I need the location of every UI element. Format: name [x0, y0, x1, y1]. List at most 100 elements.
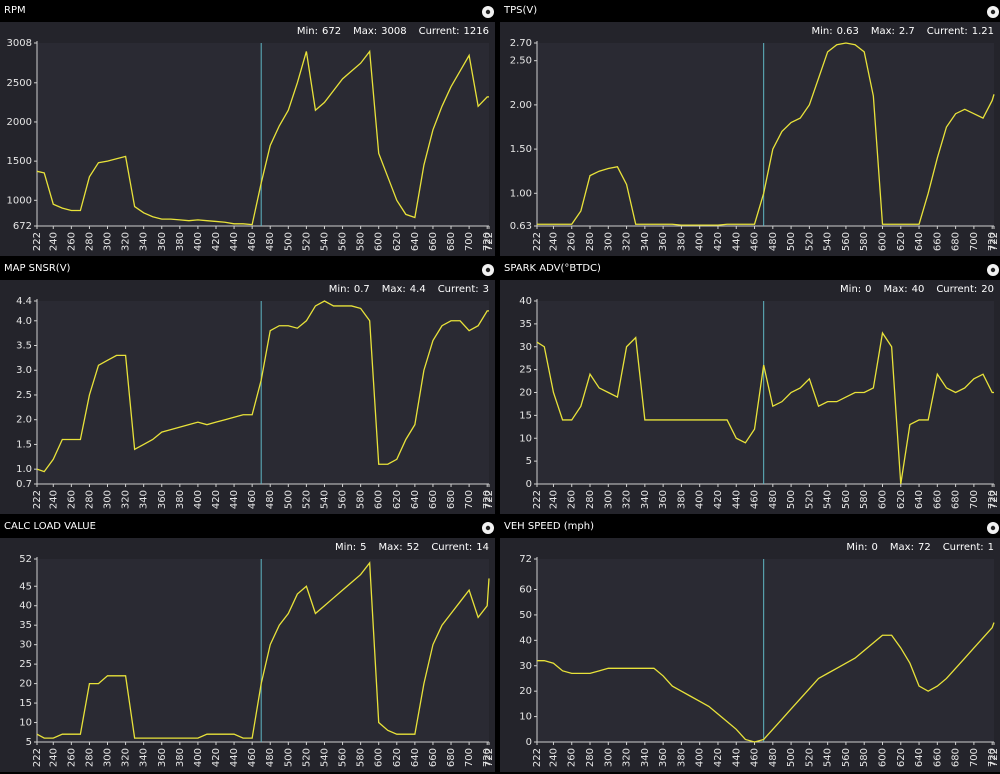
y-tick-label: 40 [519, 635, 532, 646]
stat-value: 52 [407, 542, 420, 553]
chart-panel: SPARK ADV(°BTDC) Min: 0 Max: 40 Current: 20 0 5 1… [500, 263, 1000, 514]
y-tick-label: 5 [26, 737, 32, 748]
chart-panel: MAP SNSR(V) Min: 0.7 Max: 4.4 Current: 3 0.7 1.0… [0, 263, 495, 514]
x-tick-label: 320 [622, 490, 633, 509]
x-tick-label: 280 [585, 232, 596, 251]
x-tick-label: 520 [804, 748, 815, 767]
y-tick-label: 5 [526, 456, 532, 467]
y-tick-label: 2.00 [510, 100, 532, 111]
x-tick-label: 480 [768, 232, 779, 251]
x-tick-label: 320 [622, 232, 633, 251]
x-tick-label: 580 [356, 490, 367, 509]
y-tick-label: 0 [526, 479, 532, 490]
y-tick-label: 45 [19, 581, 32, 592]
settings-button-dot [485, 267, 491, 273]
x-tick-label: 280 [84, 490, 95, 509]
y-tick-label: 1000 [7, 195, 32, 206]
x-tick-label: 600 [877, 232, 888, 251]
x-tick-label: 540 [319, 232, 330, 251]
y-tick-label: 72 [519, 554, 532, 565]
x-tick-label: 722 [484, 490, 495, 509]
x-tick-label: 620 [896, 490, 907, 509]
chart-title: MAP SNSR(V) [4, 263, 71, 274]
y-tick-label: 15 [19, 698, 32, 709]
stat-label: Max: [871, 26, 895, 37]
x-tick-label: 400 [695, 232, 706, 251]
x-tick-label: 500 [283, 748, 294, 767]
stat-label: Max: [382, 284, 406, 295]
x-tick-label: 680 [446, 748, 457, 767]
stat-value: 40 [912, 284, 925, 295]
y-tick-label: 10 [519, 433, 532, 444]
y-tick-label: 20 [519, 686, 532, 697]
x-tick-label: 520 [301, 748, 312, 767]
x-tick-label: 340 [139, 748, 150, 767]
x-tick-label: 480 [265, 748, 276, 767]
y-tick-label: 0 [526, 737, 532, 748]
x-tick-label: 460 [247, 748, 258, 767]
x-tick-label: 240 [548, 490, 559, 509]
x-tick-label: 520 [301, 490, 312, 509]
x-tick-label: 280 [585, 748, 596, 767]
x-tick-label: 500 [786, 748, 797, 767]
x-tick-label: 222 [32, 232, 43, 251]
stat-label: Current: [438, 284, 479, 295]
data-line [36, 49, 489, 226]
x-tick-label: 260 [567, 748, 578, 767]
x-tick-label: 620 [392, 490, 403, 509]
x-tick-label: 300 [603, 748, 614, 767]
y-tick-label: 20 [19, 679, 32, 690]
x-tick-label: 240 [48, 748, 59, 767]
x-tick-label: 500 [786, 232, 797, 251]
x-tick-label: 640 [410, 490, 421, 509]
y-tick-label: 35 [19, 620, 32, 631]
stat-value: 14 [476, 542, 489, 553]
x-tick-label: 420 [713, 748, 724, 767]
stat-value: 5 [360, 542, 366, 553]
x-tick-label: 620 [392, 232, 403, 251]
chart-panel: CALC LOAD VALUE Min: 5 Max: 52 Current: 14 5 10 1… [0, 521, 495, 772]
x-tick-label: 340 [139, 490, 150, 509]
x-tick-label: 640 [914, 748, 925, 767]
x-tick-label: 640 [410, 748, 421, 767]
x-tick-label: 340 [640, 490, 651, 509]
x-tick-label: 340 [139, 232, 150, 251]
x-tick-label: 540 [823, 490, 834, 509]
stat-label: Min: [840, 284, 861, 295]
x-tick-label: 340 [640, 232, 651, 251]
x-tick-label: 720 [987, 232, 998, 251]
x-tick-label: 222 [32, 490, 43, 509]
y-tick-label: 0.63 [510, 221, 532, 232]
x-tick-label: 720 [482, 232, 493, 251]
settings-button-dot [485, 9, 491, 15]
y-tick-label: 25 [519, 365, 532, 376]
y-tick-label: 2500 [7, 78, 32, 89]
stat-value: 1 [988, 542, 994, 553]
stat-value: 0 [872, 542, 878, 553]
x-tick-label: 440 [731, 748, 742, 767]
x-tick-label: 560 [338, 232, 349, 251]
plot-area [537, 301, 994, 484]
x-tick-label: 640 [410, 232, 421, 251]
x-tick-label: 700 [464, 490, 475, 509]
y-tick-label: 3.5 [16, 341, 32, 352]
stat-label: Min: [297, 26, 318, 37]
stat-value: 72 [918, 542, 931, 553]
x-tick-label: 680 [951, 232, 962, 251]
x-tick-label: 380 [676, 748, 687, 767]
x-tick-label: 560 [841, 232, 852, 251]
x-tick-label: 720 [482, 748, 493, 767]
x-tick-label: 580 [859, 748, 870, 767]
x-tick-label: 260 [567, 232, 578, 251]
y-tick-label: 2.50 [510, 56, 532, 67]
y-tick-label: 2.0 [16, 415, 32, 426]
x-tick-label: 560 [338, 490, 349, 509]
x-tick-label: 720 [987, 748, 998, 767]
x-tick-label: 360 [658, 748, 669, 767]
x-tick-label: 420 [211, 232, 222, 251]
y-tick-label: 672 [13, 221, 32, 232]
x-tick-label: 500 [786, 490, 797, 509]
x-tick-label: 660 [428, 232, 439, 251]
stat-label: Current: [431, 542, 472, 553]
x-tick-label: 540 [319, 490, 330, 509]
